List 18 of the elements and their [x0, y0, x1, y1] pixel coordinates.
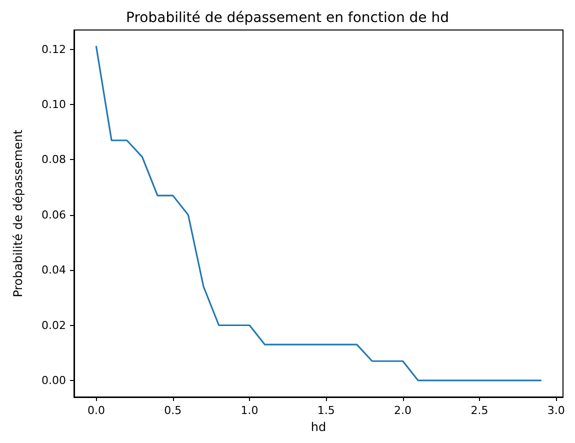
x-tick-label: 0.5 — [164, 404, 182, 417]
x-tick-label: 1.5 — [317, 404, 335, 417]
y-tick-label: 0.06 — [42, 208, 66, 222]
x-tick-label: 0.0 — [87, 404, 105, 417]
y-tick-label: 0.00 — [42, 374, 66, 387]
x-axis-title: hd — [310, 420, 326, 434]
x-tick-label: 1.0 — [240, 404, 258, 417]
x-tick-label: 2.5 — [470, 404, 488, 417]
y-tick-label: 0.10 — [42, 98, 66, 112]
x-tick-label: 2.0 — [394, 404, 412, 417]
chart-title: Probabilité de dépassement en fonction de hd — [126, 10, 449, 26]
x-tick-label: 3.0 — [547, 404, 565, 417]
y-axis-title: Probabilité de dépassement — [11, 129, 25, 298]
y-tick-label: 0.04 — [42, 264, 66, 277]
y-tick-label: 0.02 — [42, 318, 66, 332]
y-tick-label: 0.12 — [42, 42, 66, 56]
y-tick-label: 0.08 — [42, 153, 66, 166]
line-series — [95, 46, 542, 382]
